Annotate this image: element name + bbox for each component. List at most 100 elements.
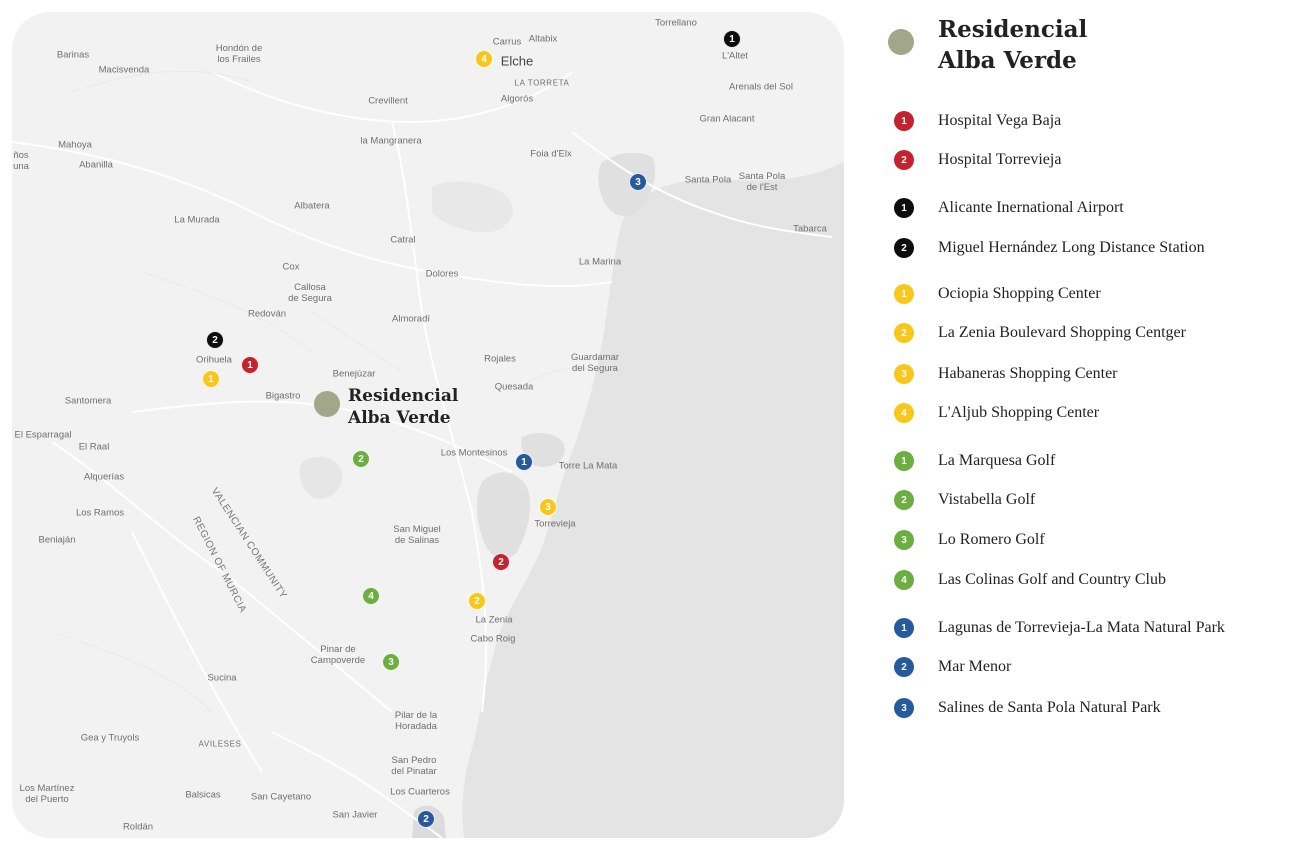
place-label: Redován bbox=[247, 308, 287, 320]
legend-item[interactable]: 2 La Zenia Boulevard Shopping Centger bbox=[888, 323, 1186, 343]
place-label: Balsicas bbox=[185, 789, 221, 801]
legend-item-label: Lagunas de Torrevieja-La Mata Natural Pa… bbox=[938, 619, 1225, 636]
legend-item[interactable]: 1 Ociopia Shopping Center bbox=[888, 284, 1101, 304]
place-label: Macisvenda bbox=[98, 64, 150, 76]
pin-red-2[interactable]: 2 bbox=[492, 553, 510, 571]
legend-item[interactable]: 1 La Marquesa Golf bbox=[888, 451, 1055, 471]
place-label: El Raal bbox=[78, 441, 110, 453]
legend: Residencial Alba Verde 1 Hospital Vega Ba… bbox=[888, 14, 1288, 718]
legend-header: Residencial Alba Verde bbox=[888, 14, 1288, 76]
place-label: ños una bbox=[13, 150, 29, 172]
legend-item-label: Las Colinas Golf and Country Club bbox=[938, 571, 1166, 588]
place-label: AVILESES bbox=[198, 739, 242, 749]
legend-item[interactable]: 3 Lo Romero Golf bbox=[888, 530, 1045, 550]
place-label: Orihuela bbox=[196, 354, 232, 366]
legend-item[interactable]: 4 L'Aljub Shopping Center bbox=[888, 403, 1099, 423]
residencial-alba-verde-marker[interactable] bbox=[314, 391, 340, 417]
place-label: La Zenia bbox=[475, 614, 513, 626]
place-label: Altabix bbox=[528, 33, 558, 45]
legend-badge-icon: 2 bbox=[894, 238, 914, 258]
legend-item-label: La Marquesa Golf bbox=[938, 452, 1056, 469]
pin-blue-2[interactable]: 2 bbox=[417, 810, 435, 828]
place-label: Arenals del Sol bbox=[729, 81, 793, 93]
place-label: Pilar de la Horadada bbox=[394, 710, 438, 732]
legend-badge-icon: 3 bbox=[894, 698, 914, 718]
legend-item[interactable]: 1 Alicante Inernational Airport bbox=[888, 198, 1124, 218]
legend-item[interactable]: 1 Lagunas de Torrevieja-La Mata Natural P… bbox=[888, 618, 1225, 638]
place-label: San Cayetano bbox=[250, 791, 312, 803]
place-label: San Miguel de Salinas bbox=[393, 524, 441, 546]
place-label: LA TORRETA bbox=[514, 78, 570, 88]
pin-green-3[interactable]: 3 bbox=[382, 653, 400, 671]
place-label: Los Montesinos bbox=[440, 447, 508, 459]
pin-blue-1[interactable]: 1 bbox=[515, 453, 533, 471]
legend-item[interactable]: 1 Hospital Vega Baja bbox=[888, 111, 1061, 131]
pin-yellow-3[interactable]: 3 bbox=[539, 498, 557, 516]
place-label: Santa Pola de l'Est bbox=[738, 171, 786, 193]
pin-green-4[interactable]: 4 bbox=[362, 587, 380, 605]
place-label: Elche bbox=[500, 53, 534, 69]
legend-item-label: Miguel Hernández Long Distance Station bbox=[938, 239, 1205, 256]
legend-item[interactable]: 2 Hospital Torrevieja bbox=[888, 150, 1061, 170]
legend-home-dot bbox=[888, 29, 914, 55]
residencial-alba-verde-label: Residencial Alba Verde bbox=[348, 386, 459, 428]
place-label: Cox bbox=[282, 261, 300, 273]
legend-item[interactable]: 3 Habaneras Shopping Center bbox=[888, 364, 1118, 384]
legend-title: Residencial Alba Verde bbox=[938, 16, 1088, 74]
place-label: L'Altet bbox=[721, 50, 749, 62]
legend-item-label: Salines de Santa Pola Natural Park bbox=[938, 699, 1161, 716]
place-label: Crevillent bbox=[368, 95, 408, 107]
place-label: Abanilla bbox=[79, 159, 113, 171]
legend-badge-icon: 1 bbox=[894, 198, 914, 218]
pin-yellow-4[interactable]: 4 bbox=[475, 50, 493, 68]
place-label: Callosa de Segura bbox=[288, 282, 332, 304]
legend-item-label: Habaneras Shopping Center bbox=[938, 365, 1118, 382]
place-label: Hondón de los Frailes bbox=[215, 43, 263, 65]
place-label: Catral bbox=[390, 234, 416, 246]
legend-item[interactable]: 2 Vistabella Golf bbox=[888, 490, 1035, 510]
place-label: El Esparragal bbox=[14, 429, 72, 441]
pin-black-2[interactable]: 2 bbox=[206, 331, 224, 349]
place-label: Algorós bbox=[500, 93, 534, 105]
place-label: Los Ramos bbox=[75, 507, 125, 519]
pin-blue-3[interactable]: 3 bbox=[629, 173, 647, 191]
place-label: San Pedro del Pinatar bbox=[391, 755, 437, 777]
place-label: Santomera bbox=[64, 395, 112, 407]
pin-red-1[interactable]: 1 bbox=[241, 356, 259, 374]
pin-green-2[interactable]: 2 bbox=[352, 450, 370, 468]
place-label: Albatera bbox=[294, 200, 330, 212]
place-label: Alquerías bbox=[83, 471, 125, 483]
sea-area bbox=[462, 12, 844, 838]
place-label: Roldán bbox=[122, 821, 154, 833]
place-label: Guardamar del Segura bbox=[570, 352, 620, 374]
legend-item[interactable]: 3 Salines de Santa Pola Natural Park bbox=[888, 698, 1161, 718]
legend-item-label: La Zenia Boulevard Shopping Centger bbox=[938, 324, 1186, 341]
pin-black-1[interactable]: 1 bbox=[723, 30, 741, 48]
place-label: La Marina bbox=[578, 256, 622, 268]
legend-item-label: Alicante Inernational Airport bbox=[938, 199, 1124, 216]
place-label: Gran Alacant bbox=[699, 113, 755, 125]
place-label: Foia d'Elx bbox=[530, 148, 572, 160]
legend-item[interactable]: 4 Las Colinas Golf and Country Club bbox=[888, 570, 1166, 590]
pin-yellow-2[interactable]: 2 bbox=[468, 592, 486, 610]
place-label: Santa Pola bbox=[684, 174, 732, 186]
place-label: Quesada bbox=[494, 381, 534, 393]
place-label: La Murada bbox=[174, 214, 220, 226]
legend-item-label: L'Aljub Shopping Center bbox=[938, 404, 1100, 421]
legend-badge-icon: 1 bbox=[894, 618, 914, 638]
legend-badge-icon: 1 bbox=[894, 284, 914, 304]
place-label: Torrellano bbox=[655, 17, 697, 29]
legend-item[interactable]: 2 Miguel Hernández Long Distance Station bbox=[888, 238, 1205, 258]
pin-yellow-1[interactable]: 1 bbox=[202, 370, 220, 388]
legend-badge-icon: 3 bbox=[894, 364, 914, 384]
place-label: Beniaján bbox=[38, 534, 76, 546]
place-label: Torrevieja bbox=[534, 518, 576, 530]
legend-item-label: Hospital Torrevieja bbox=[938, 151, 1062, 168]
place-label: Cabo Roig bbox=[470, 633, 516, 645]
legend-item[interactable]: 2 Mar Menor bbox=[888, 657, 1011, 677]
place-label: Dolores bbox=[425, 268, 459, 280]
legend-badge-icon: 4 bbox=[894, 570, 914, 590]
map[interactable]: Barinas Macisvenda Hondón de los Frailes… bbox=[12, 12, 844, 838]
place-label: Benejúzar bbox=[332, 368, 376, 380]
place-label: Sucina bbox=[207, 672, 237, 684]
